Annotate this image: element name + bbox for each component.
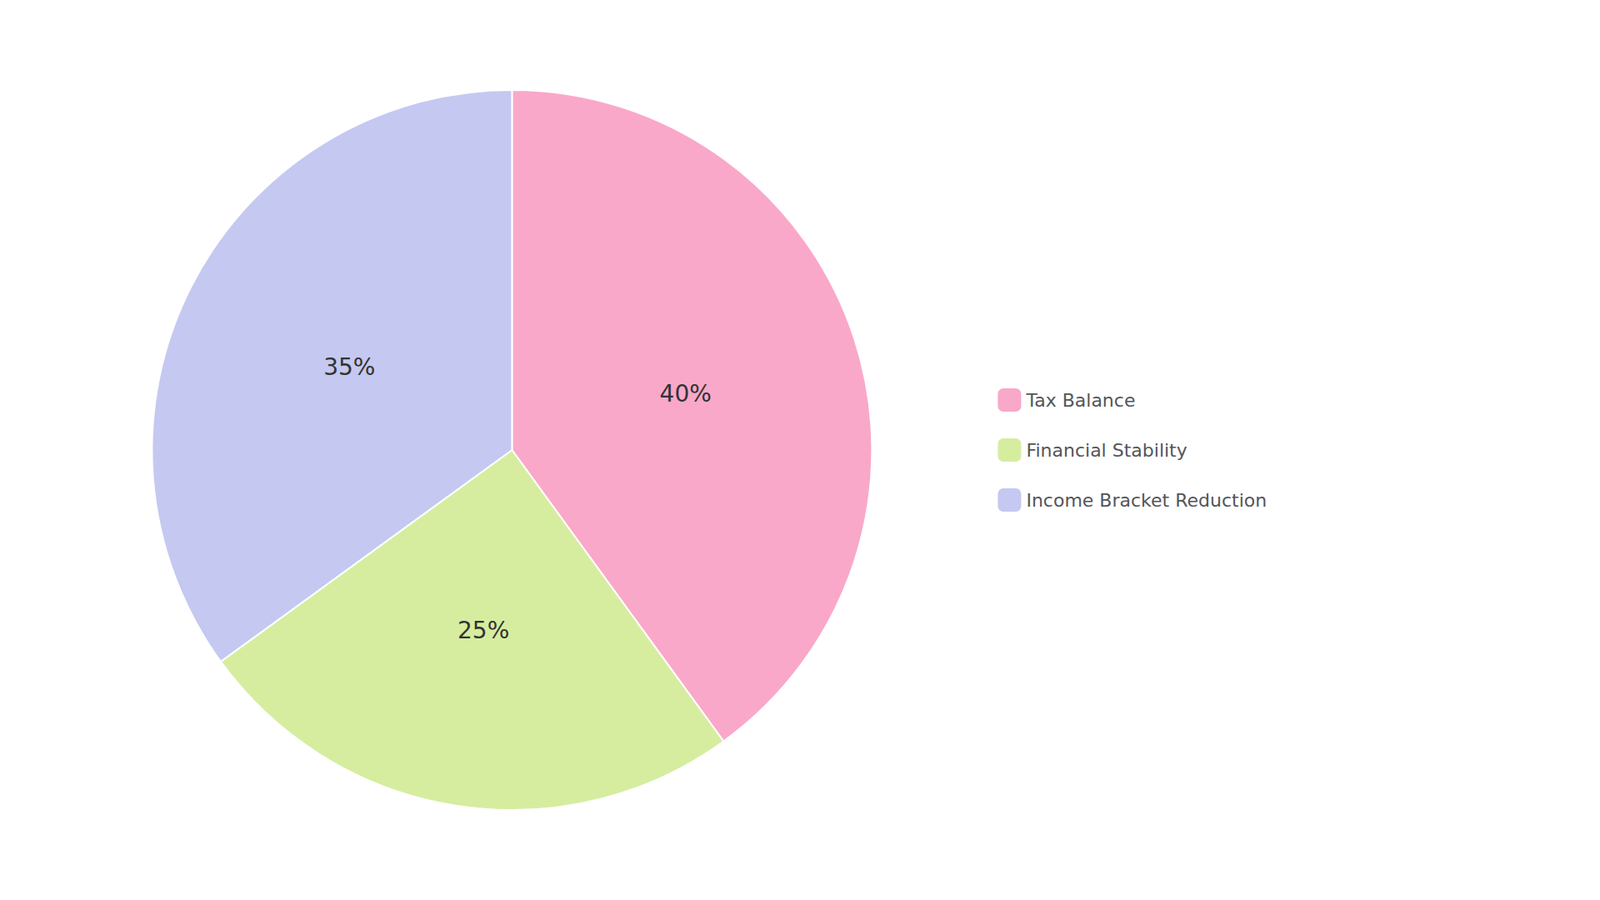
svg-text:Tax Balance: Tax Balance — [1025, 390, 1135, 411]
svg-text:Income Bracket Reduction: Income Bracket Reduction — [1025, 490, 1267, 511]
svg-text:35%: 35% — [323, 353, 375, 381]
svg-text:25%: 25% — [457, 616, 510, 645]
svg-text:Financial Stability: Financial Stability — [1025, 440, 1187, 461]
svg-text:40%: 40% — [660, 380, 712, 408]
